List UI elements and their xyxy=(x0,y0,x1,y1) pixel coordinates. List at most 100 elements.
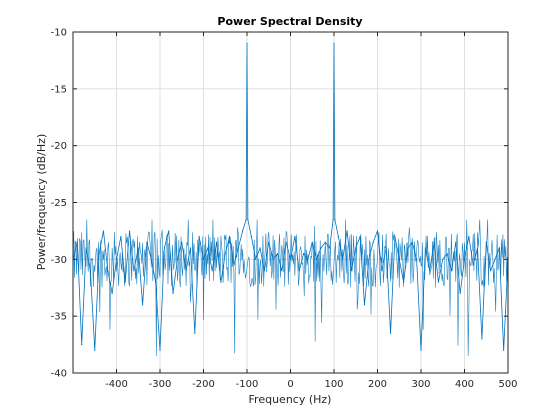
psd-point xyxy=(176,258,178,260)
psd-point xyxy=(128,230,131,232)
psd-point xyxy=(285,241,287,243)
psd-point xyxy=(468,236,470,238)
psd-point xyxy=(368,258,370,260)
x-tick-label: 0 xyxy=(287,379,293,390)
psd-point xyxy=(394,236,396,238)
psd-point xyxy=(289,258,292,260)
x-tick-label: -300 xyxy=(149,379,172,390)
psd-point xyxy=(424,247,426,249)
psd-series xyxy=(72,42,509,356)
psd-point xyxy=(220,281,222,283)
psd-point xyxy=(337,236,339,238)
psd-point xyxy=(433,241,435,243)
psd-point xyxy=(463,258,466,260)
psd-point xyxy=(89,270,91,272)
psd-point xyxy=(455,241,457,243)
psd-point xyxy=(233,264,235,266)
psd-point xyxy=(194,332,196,334)
psd-point xyxy=(446,253,448,255)
psd-point xyxy=(202,258,205,260)
psd-point xyxy=(198,236,200,238)
psd-point xyxy=(389,332,392,334)
psd-point xyxy=(94,349,96,351)
psd-point xyxy=(311,241,313,243)
psd-point xyxy=(403,281,405,283)
psd-point xyxy=(298,270,300,272)
psd-point xyxy=(142,304,144,306)
psd-point xyxy=(268,241,270,243)
psd-point xyxy=(76,241,78,243)
psd-point xyxy=(333,42,335,44)
psd-point xyxy=(255,258,257,260)
psd-point xyxy=(133,270,135,272)
psd-noise-texture xyxy=(72,219,509,356)
psd-point xyxy=(416,258,418,260)
y-tick-label: -25 xyxy=(51,198,67,209)
psd-point xyxy=(320,247,322,249)
psd-point xyxy=(85,247,87,249)
psd-point xyxy=(485,241,487,243)
psd-point xyxy=(185,270,187,272)
psd-point xyxy=(120,236,122,238)
tick-marks xyxy=(73,31,509,374)
psd-point xyxy=(329,247,331,249)
psd-point xyxy=(307,258,309,260)
psd-point xyxy=(137,247,139,249)
psd-point xyxy=(494,258,496,260)
psd-point xyxy=(302,253,305,255)
psd-point xyxy=(168,230,170,232)
psd-point xyxy=(346,230,348,232)
psd-point xyxy=(155,281,157,283)
psd-point xyxy=(247,218,249,221)
psd-point xyxy=(363,304,366,306)
y-tick-label: -15 xyxy=(51,84,67,95)
psd-point xyxy=(259,247,261,249)
psd-point xyxy=(472,264,474,266)
psd-point xyxy=(272,258,274,260)
x-tick-labels: -400 -300 -200 -100 0 100 200 300 400 500 xyxy=(105,379,517,390)
x-tick-label: 100 xyxy=(324,379,343,390)
series-layer xyxy=(72,42,509,356)
psd-point xyxy=(146,241,148,243)
psd-point xyxy=(250,236,252,238)
psd-point xyxy=(476,247,479,249)
psd-point xyxy=(163,247,165,249)
psd-point xyxy=(398,258,400,260)
psd-point xyxy=(481,338,483,340)
psd-point xyxy=(81,343,83,346)
psd-point xyxy=(498,247,500,249)
psd-point xyxy=(450,270,453,272)
psd-point xyxy=(437,281,439,283)
psd-point xyxy=(224,253,226,255)
y-tick-labels: -40 -35 -30 -25 -20 -15 -10 xyxy=(51,28,67,380)
psd-point xyxy=(159,349,161,351)
psd-point xyxy=(242,230,244,232)
psd-point xyxy=(294,236,296,238)
y-tick-label: -20 xyxy=(51,141,67,152)
psd-point xyxy=(381,270,383,272)
psd-point xyxy=(111,292,113,295)
psd-point xyxy=(215,241,218,243)
psd-point xyxy=(229,236,231,238)
psd-point xyxy=(407,247,409,249)
psd-point xyxy=(372,241,374,243)
x-tick-label: 200 xyxy=(368,379,387,390)
psd-point xyxy=(459,292,461,295)
x-tick-label: -400 xyxy=(105,379,128,390)
psd-point xyxy=(150,258,152,260)
psd-point xyxy=(334,218,336,221)
psd-point xyxy=(211,270,213,272)
psd-point xyxy=(102,230,105,232)
x-axis-label: Frequency (Hz) xyxy=(249,393,332,406)
psd-point xyxy=(324,241,326,243)
psd-point xyxy=(355,247,357,249)
psd-point xyxy=(276,253,279,255)
psd-point xyxy=(503,349,505,351)
psd-point xyxy=(359,236,361,238)
psd-point xyxy=(442,258,444,260)
psd-point xyxy=(237,247,239,249)
psd-point xyxy=(342,258,344,260)
psd-point xyxy=(420,349,422,351)
y-axis-label: Power/frequency (dB/Hz) xyxy=(35,134,48,271)
x-tick-label: -100 xyxy=(236,379,259,390)
